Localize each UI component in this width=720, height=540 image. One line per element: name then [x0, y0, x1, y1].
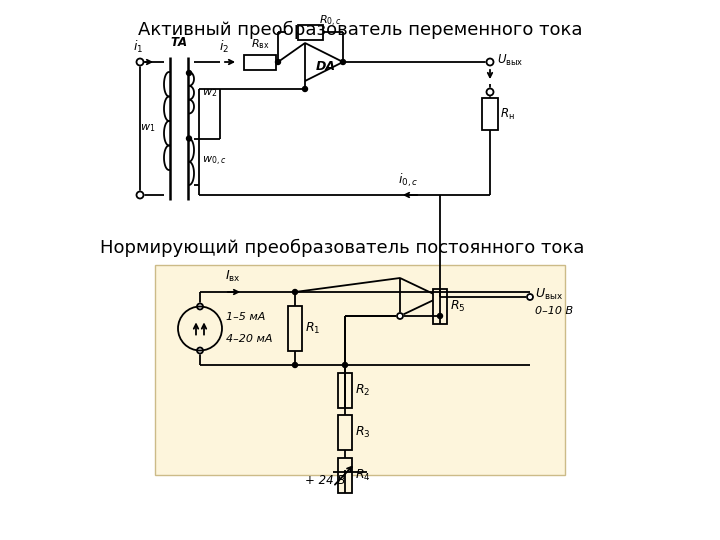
Circle shape: [341, 59, 346, 64]
Text: $I_{\rm вх}$: $I_{\rm вх}$: [225, 269, 240, 284]
Text: Активный преобразователь переменного тока: Активный преобразователь переменного ток…: [138, 21, 582, 39]
Circle shape: [186, 136, 192, 141]
Text: $U_{\rm вых}$: $U_{\rm вых}$: [535, 286, 563, 301]
Circle shape: [487, 89, 493, 96]
Circle shape: [137, 192, 143, 199]
Text: $i_{0,c}$: $i_{0,c}$: [398, 172, 418, 189]
Text: 1–5 мА: 1–5 мА: [226, 313, 266, 322]
Circle shape: [292, 289, 297, 294]
Text: $w_{0,c}$: $w_{0,c}$: [202, 155, 226, 168]
Bar: [433, 289, 447, 324]
Text: $R_{\rm н}$: $R_{\rm н}$: [500, 106, 515, 122]
Circle shape: [438, 294, 443, 300]
Bar: [288, 306, 302, 351]
Text: $i_2$: $i_2$: [219, 39, 229, 55]
Bar: [155, 265, 565, 475]
Circle shape: [397, 313, 403, 319]
Text: $U_{\rm вых}$: $U_{\rm вых}$: [497, 52, 523, 68]
Text: $w_1$: $w_1$: [140, 123, 156, 134]
Circle shape: [276, 59, 281, 64]
Text: DA: DA: [316, 60, 336, 73]
Text: ТА: ТА: [171, 36, 188, 49]
Circle shape: [527, 294, 533, 300]
Text: $R_5$: $R_5$: [450, 299, 466, 314]
Text: $i_1$: $i_1$: [133, 39, 143, 55]
Bar: [338, 415, 352, 450]
Circle shape: [197, 348, 203, 354]
Circle shape: [197, 303, 203, 309]
Text: 0–10 В: 0–10 В: [535, 306, 573, 316]
Text: $R_3$: $R_3$: [355, 425, 371, 440]
Circle shape: [302, 86, 307, 91]
Bar: [482, 98, 498, 130]
Circle shape: [292, 362, 297, 368]
Circle shape: [178, 307, 222, 350]
Text: $w_2$: $w_2$: [202, 87, 217, 99]
Circle shape: [186, 71, 192, 76]
Circle shape: [343, 362, 348, 368]
Circle shape: [137, 58, 143, 65]
Text: $R_4$: $R_4$: [355, 468, 371, 483]
Text: $R_{\rm вх}$: $R_{\rm вх}$: [251, 38, 269, 51]
Bar: [298, 24, 323, 39]
Bar: [338, 373, 352, 408]
Text: Нормирующий преобразователь постоянного тока: Нормирующий преобразователь постоянного …: [100, 239, 585, 257]
Text: $R_1$: $R_1$: [305, 321, 320, 336]
Bar: [338, 457, 352, 492]
Text: $R_2$: $R_2$: [355, 382, 370, 397]
Circle shape: [487, 58, 493, 65]
Text: + 24 В: + 24 В: [305, 474, 346, 487]
Circle shape: [438, 314, 443, 319]
Bar: [244, 55, 276, 70]
Text: $R_{0,c}$: $R_{0,c}$: [319, 14, 342, 29]
Text: 4–20 мА: 4–20 мА: [226, 334, 272, 345]
